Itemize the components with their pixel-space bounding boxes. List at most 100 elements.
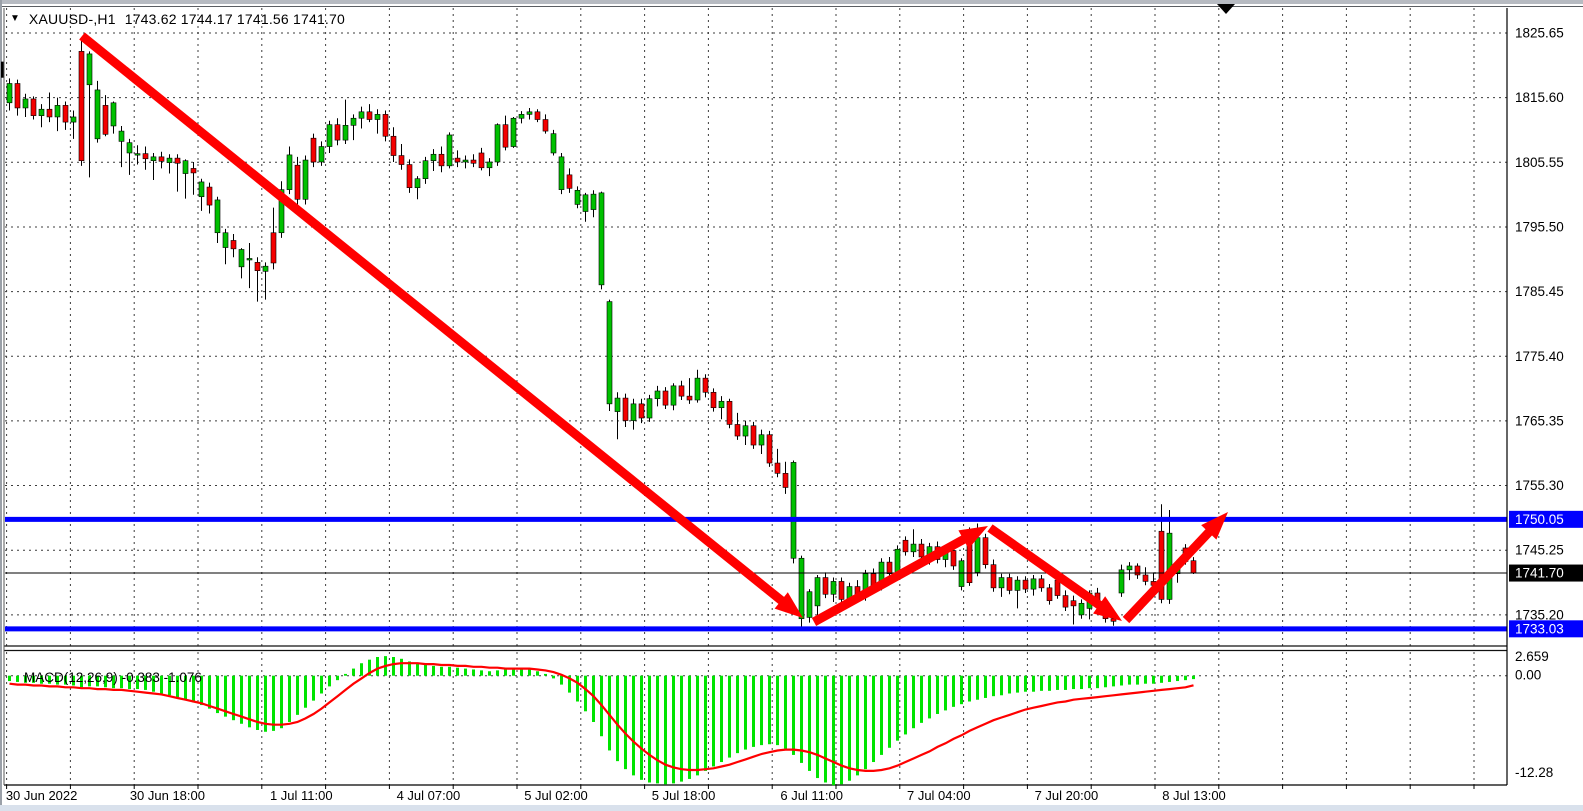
chart-shift-marker-icon[interactable] — [1217, 4, 1235, 14]
bull-candle — [526, 111, 533, 115]
macd-bar — [616, 675, 619, 762]
bear-candle — [366, 111, 373, 120]
bull-candle — [606, 301, 613, 405]
macd-bar — [376, 657, 379, 676]
macd-axis-labels[interactable]: 2.659 0.00 -12.28 — [1515, 649, 1553, 780]
price-badge-label: 1741.70 — [1515, 566, 1564, 581]
bear-candle — [102, 105, 109, 135]
trend-arrow-shaft — [811, 533, 970, 626]
bull-candle — [494, 124, 501, 163]
bull-candle — [654, 390, 661, 400]
price-tick-label: 1785.45 — [1515, 284, 1564, 299]
bear-candle — [534, 111, 541, 120]
price-badge — [1509, 564, 1583, 582]
bull-candle — [590, 193, 597, 210]
bear-candle — [982, 537, 989, 565]
axis-price-labels[interactable]: 1825.65 1815.60 1805.55 1795.50 1785.45 1775.… — [1509, 26, 1583, 638]
bull-candle — [302, 159, 309, 200]
time-tick-label: 4 Jul 07:00 — [397, 788, 461, 803]
macd-bar — [1080, 675, 1083, 690]
ohlc-readout: 1743.62 1744.17 1741.56 1741.70 — [124, 11, 345, 27]
bear-candle — [254, 262, 261, 271]
bull-candle — [510, 117, 517, 147]
macd-bar — [408, 661, 411, 676]
macd-bar — [184, 675, 187, 700]
bull-candle — [518, 114, 525, 119]
macd-bar — [496, 670, 499, 676]
bull-candle — [422, 160, 429, 180]
macd-bar — [984, 675, 987, 698]
macd-bar — [104, 675, 107, 688]
macd-bar — [456, 667, 459, 676]
bull-candle — [166, 157, 173, 163]
macd-bar — [1088, 675, 1091, 689]
bear-candle — [502, 124, 509, 148]
macd-bar — [512, 668, 515, 676]
support-resistance-lines[interactable] — [5, 516, 1507, 632]
macd-bar — [1000, 675, 1003, 696]
macd-bar — [608, 675, 611, 751]
bull-candle — [1118, 569, 1125, 594]
macd-bar — [280, 675, 283, 729]
time-tick-label: 7 Jul 20:00 — [1035, 788, 1099, 803]
macd-tick-label: 2.659 — [1515, 649, 1549, 664]
bull-candle — [182, 160, 189, 174]
macd-bar — [432, 665, 435, 676]
macd-bar — [8, 675, 11, 682]
bull-candle — [110, 102, 117, 127]
bull-candle — [806, 591, 813, 618]
bull-candle — [214, 199, 221, 234]
macd-bar — [1016, 675, 1019, 693]
bear-candle — [334, 124, 341, 141]
macd-bar — [976, 675, 979, 700]
price-tick-label: 1805.55 — [1515, 155, 1564, 170]
bear-candle — [662, 390, 669, 406]
macd-bar — [816, 675, 819, 779]
macd-bar — [1104, 675, 1107, 688]
bear-candle — [174, 157, 181, 164]
bull-candle — [198, 181, 205, 198]
bear-candle — [142, 153, 149, 160]
window-bottom-border — [0, 805, 1583, 811]
macd-bar — [840, 675, 843, 785]
trend-arrow-head — [1093, 596, 1122, 621]
chart-menu-icon[interactable]: ▼ — [10, 13, 20, 24]
bear-candle — [822, 577, 829, 595]
bull-candle — [814, 577, 821, 607]
macd-bar — [216, 675, 219, 714]
macd-bar — [1120, 675, 1123, 686]
bear-candle — [686, 395, 693, 401]
macd-bar — [368, 659, 371, 676]
bull-candle — [574, 189, 581, 205]
axis-time-labels[interactable]: 30 Jun 2022 30 Jun 18:00 1 Jul 11:00 4 Jul … — [6, 788, 1226, 803]
bear-candle — [294, 164, 301, 200]
bull-candle — [446, 134, 453, 167]
bull-candle — [462, 159, 469, 163]
macd-bar — [144, 675, 147, 690]
macd-histogram — [8, 656, 1195, 786]
macd-bar — [192, 675, 195, 703]
macd-bar — [160, 675, 163, 694]
bull-candle — [6, 83, 13, 104]
bull-candle — [742, 425, 749, 437]
trend-arrows[interactable] — [79, 32, 1228, 626]
macd-bar — [808, 675, 811, 771]
price-badge-label: 1733.03 — [1515, 621, 1564, 636]
bear-candle — [1022, 579, 1029, 590]
macd-bar — [272, 675, 275, 731]
bull-candle — [318, 146, 325, 163]
macd-bar — [1176, 675, 1179, 682]
symbol-period-label: XAUUSD-,H1 — [28, 11, 116, 27]
macd-bar — [904, 675, 907, 735]
macd-bar — [936, 675, 939, 714]
price-badge — [1509, 510, 1583, 528]
macd-bar — [712, 675, 715, 767]
bull-candle — [998, 577, 1005, 589]
macd-bar — [1192, 675, 1195, 680]
bear-candle — [678, 385, 685, 397]
bear-candle — [542, 119, 549, 132]
price-badge-label: 1750.05 — [1515, 512, 1564, 527]
macd-bar — [232, 675, 235, 721]
